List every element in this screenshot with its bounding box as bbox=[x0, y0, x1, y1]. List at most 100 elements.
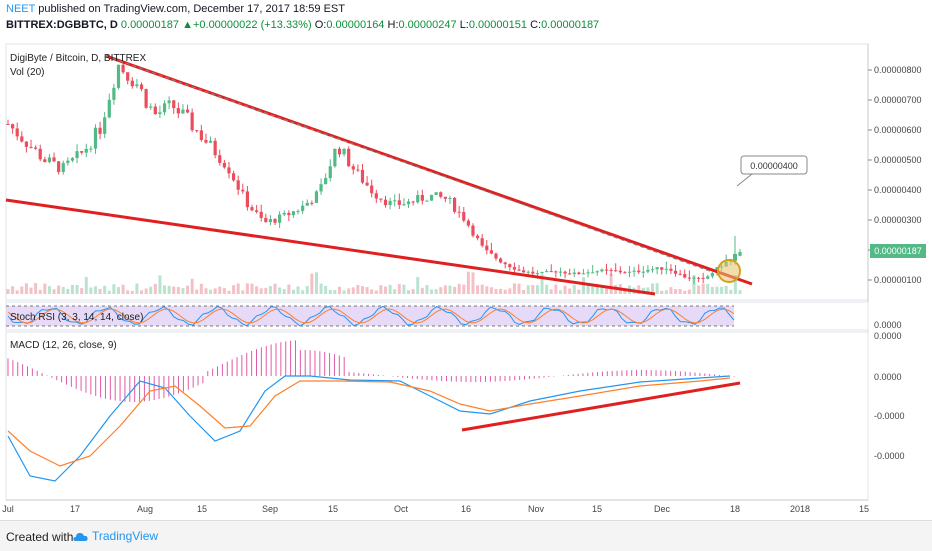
volume-bar bbox=[443, 285, 447, 294]
volume-bar bbox=[347, 288, 351, 294]
candle-body bbox=[245, 191, 249, 208]
volume-bar bbox=[609, 273, 613, 294]
volume-bar bbox=[15, 290, 19, 294]
x-tick-label: 15 bbox=[592, 504, 602, 514]
candles bbox=[6, 63, 742, 285]
author-link[interactable]: NEET bbox=[6, 3, 36, 15]
candle-body bbox=[443, 196, 447, 199]
volume-legend: Vol (20) bbox=[10, 67, 44, 78]
candle-body bbox=[475, 235, 480, 239]
ohlc-line: BITTREX:DGBBTC, D 0.00000187 ▲+0.0000002… bbox=[6, 19, 599, 31]
candle-body bbox=[664, 268, 668, 270]
candle-body bbox=[692, 277, 696, 279]
candle-body bbox=[20, 136, 24, 142]
footer: Created with TradingView bbox=[0, 520, 932, 551]
candle-body bbox=[549, 271, 553, 273]
volume-bar bbox=[397, 284, 401, 294]
volume-bar bbox=[66, 288, 70, 294]
close-value: 0.00000187 bbox=[541, 19, 600, 31]
candle-body bbox=[126, 72, 130, 81]
volume-bar bbox=[301, 290, 305, 294]
lower-trendline[interactable] bbox=[5, 198, 656, 296]
volume-bar bbox=[20, 286, 24, 294]
volume-bar bbox=[190, 278, 194, 294]
volume-bar bbox=[195, 289, 199, 294]
candle-body bbox=[296, 211, 300, 213]
candle-body bbox=[282, 212, 286, 215]
volume-bar bbox=[568, 288, 572, 294]
volume-bar bbox=[600, 286, 604, 294]
tradingview-logo[interactable]: TradingView bbox=[72, 529, 158, 543]
candle-body bbox=[379, 198, 383, 200]
candle-body bbox=[402, 204, 406, 206]
volume-bar bbox=[153, 283, 157, 294]
candle-body bbox=[301, 205, 305, 212]
created-with: Created with bbox=[6, 530, 74, 544]
volume-bar bbox=[425, 285, 429, 294]
volume-bar bbox=[282, 289, 286, 294]
candle-body bbox=[149, 106, 153, 108]
candle-body bbox=[158, 112, 162, 115]
volume-bar bbox=[651, 283, 655, 294]
candle-body bbox=[222, 162, 226, 168]
candle-body bbox=[623, 272, 627, 274]
y-tick-label: 0.00000600 bbox=[874, 125, 922, 135]
volume-bar bbox=[250, 283, 254, 294]
volume-bar bbox=[342, 290, 346, 294]
volume-bar bbox=[581, 277, 585, 294]
volume-bar bbox=[637, 285, 641, 294]
x-tick-label: Jul bbox=[2, 504, 14, 514]
candle-body bbox=[172, 100, 176, 109]
candle-body bbox=[93, 127, 98, 149]
volume-bar bbox=[503, 289, 507, 294]
x-tick-label: Dec bbox=[654, 504, 671, 514]
candle-body bbox=[107, 99, 111, 118]
high-value: 0.00000247 bbox=[398, 19, 457, 31]
volume-bar bbox=[420, 287, 424, 294]
candle-body bbox=[337, 148, 342, 155]
x-tick-label: Aug bbox=[137, 504, 153, 514]
candle-body bbox=[535, 273, 540, 275]
x-tick-label: 16 bbox=[461, 504, 471, 514]
volume-bar bbox=[80, 288, 84, 294]
candle-body bbox=[660, 267, 664, 270]
volume-bar bbox=[545, 284, 549, 294]
candle-body bbox=[586, 272, 590, 274]
volume-bar bbox=[655, 283, 659, 294]
volume-bar bbox=[333, 290, 337, 294]
price-change: +0.00000022 (+13.33%) bbox=[192, 19, 312, 31]
volume-bar bbox=[476, 285, 480, 294]
volume-bar bbox=[710, 286, 714, 294]
candle-body bbox=[687, 277, 691, 279]
price-chart[interactable]: 0(0.00000840)0.236(0.00000659)0.382(0.00… bbox=[0, 36, 932, 520]
volume-bar bbox=[729, 289, 733, 294]
breakout-circle[interactable] bbox=[717, 259, 741, 283]
candle-body bbox=[614, 270, 618, 272]
candle-body bbox=[365, 182, 369, 186]
volume-bar bbox=[572, 284, 576, 294]
macd-pane[interactable] bbox=[5, 331, 869, 501]
volume-bar bbox=[351, 287, 355, 294]
volume-bar bbox=[126, 290, 130, 294]
price-callout[interactable] bbox=[740, 155, 808, 175]
volume-bar bbox=[149, 286, 153, 294]
volume-bar bbox=[494, 288, 498, 294]
price-axis[interactable]: 0.00000800 0.00000700 0.00000600 0.00000500… bbox=[867, 44, 922, 500]
candle-body bbox=[6, 124, 10, 125]
candle-body bbox=[273, 219, 277, 223]
candle-body bbox=[328, 166, 332, 179]
candle-body bbox=[489, 250, 493, 254]
high-label: H: bbox=[387, 19, 399, 31]
candle-body bbox=[545, 271, 549, 273]
volume-bar bbox=[697, 285, 701, 294]
dashed-projection[interactable] bbox=[105, 55, 713, 273]
volume-bar bbox=[222, 287, 226, 294]
candle-body bbox=[411, 201, 415, 203]
volume-bar bbox=[236, 283, 240, 294]
candle-body bbox=[70, 158, 75, 161]
volume-bar bbox=[186, 285, 190, 294]
macd-trendline[interactable] bbox=[461, 381, 741, 432]
candle-body bbox=[176, 108, 180, 114]
candle-body bbox=[47, 157, 52, 163]
time-axis[interactable]: Jul 17 Aug 15 Sep 15 Oct 16 Nov 15 Dec 18 2018 15 bbox=[2, 499, 869, 514]
